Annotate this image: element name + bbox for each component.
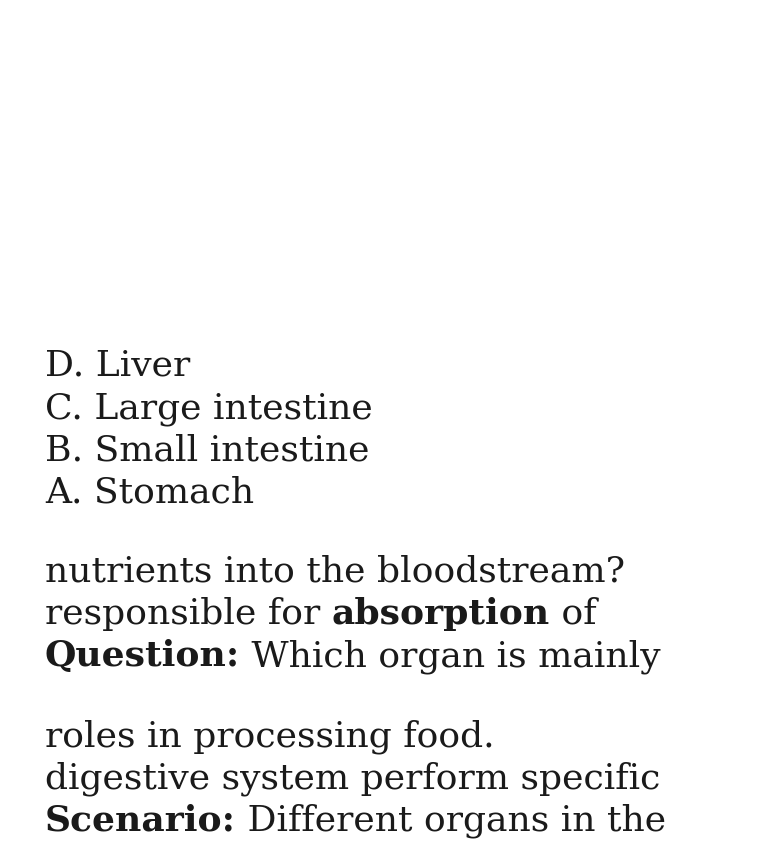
- Text: of: of: [550, 597, 597, 631]
- Text: Scenario:: Scenario:: [45, 803, 236, 837]
- Text: A. Stomach: A. Stomach: [45, 475, 254, 509]
- Text: responsible for: responsible for: [45, 597, 332, 631]
- Text: absorption: absorption: [332, 597, 550, 631]
- Text: B. Small intestine: B. Small intestine: [45, 433, 370, 467]
- Text: digestive system perform specific: digestive system perform specific: [45, 761, 661, 796]
- Text: C. Large intestine: C. Large intestine: [45, 392, 373, 426]
- Text: nutrients into the bloodstream?: nutrients into the bloodstream?: [45, 555, 625, 589]
- Text: roles in processing food.: roles in processing food.: [45, 719, 495, 753]
- Text: Which organ is mainly: Which organ is mainly: [240, 639, 661, 674]
- Text: Question:: Question:: [45, 639, 240, 673]
- Text: Different organs in the: Different organs in the: [236, 803, 666, 837]
- Text: D. Liver: D. Liver: [45, 349, 190, 383]
